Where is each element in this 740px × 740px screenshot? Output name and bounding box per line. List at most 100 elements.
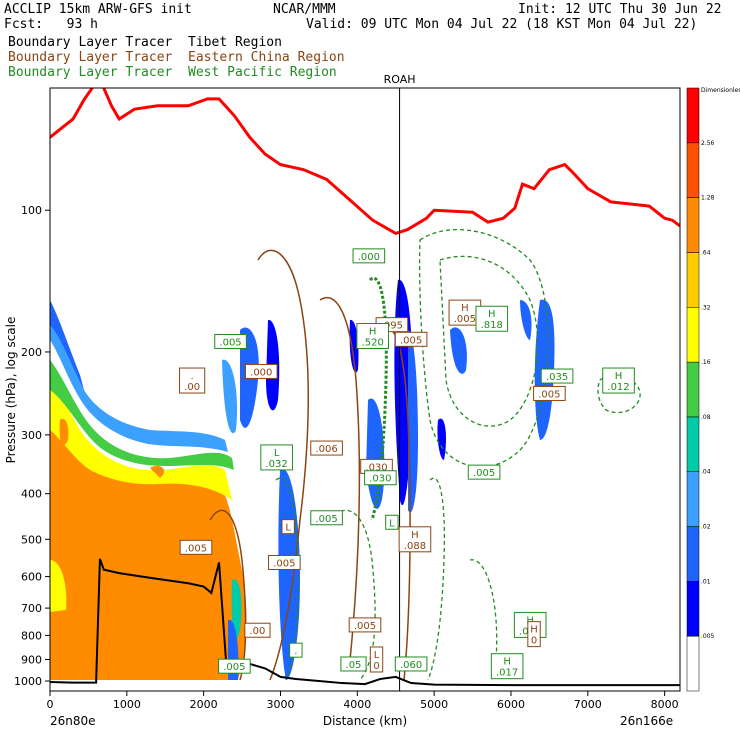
y-axis-label: Pressure (hPa), log scale — [4, 317, 18, 464]
tracer-fill-blue — [50, 300, 84, 390]
contour-brown-1 — [257, 249, 310, 681]
colorbar-label: .04 — [701, 469, 711, 476]
contour-value-label: H.012 — [602, 367, 635, 394]
contour-value-label: H.520 — [356, 323, 389, 350]
tracer-fill-central-10 — [222, 359, 238, 434]
label-box — [268, 554, 301, 570]
contour-value-label: H.818 — [475, 305, 509, 332]
label-text: .005 — [473, 468, 495, 479]
colorbar-swatch — [686, 526, 700, 582]
label-text: .005 — [354, 621, 376, 632]
contour-value-label: .000 — [244, 363, 278, 379]
y-tick-label: 1000 — [14, 675, 42, 688]
legend-tibet: Boundary Layer Tracer Tibet Region — [8, 35, 282, 50]
tracer-fill-central-7 — [408, 330, 418, 513]
y-tick-label: 100 — [21, 204, 42, 217]
label-text: .005 — [400, 335, 422, 346]
label-box — [352, 248, 386, 264]
label-text: 0 — [531, 636, 537, 647]
label-box — [348, 617, 382, 633]
contour-value-label: .000 — [352, 248, 386, 264]
contour-value-label: .005 — [310, 510, 343, 526]
contour-value-label: H.017 — [490, 653, 524, 680]
contour-value-label: .005 — [348, 617, 382, 633]
contour-value-label: ..00 — [179, 367, 206, 394]
label-box — [179, 367, 206, 394]
x-tick-label: 3000 — [266, 698, 294, 711]
label-text: .030 — [365, 462, 387, 473]
colorbar-title: Dimensionless — [701, 87, 740, 94]
x-tick-label: 0 — [47, 698, 54, 711]
colorbar-label: 2.56 — [701, 140, 715, 147]
contour-value-label: L — [281, 519, 295, 535]
label-box — [244, 363, 278, 379]
x-tick-label: 2000 — [190, 698, 218, 711]
tracer-fill-cyan — [50, 310, 228, 452]
y-tick-label: 700 — [21, 602, 42, 615]
y-tick-label: 900 — [21, 653, 42, 666]
contour-brown-3 — [379, 326, 411, 681]
tracer-fill-yellow-left — [50, 560, 67, 612]
contour-brown-4 — [209, 509, 247, 681]
tracer-fill-layer — [50, 279, 555, 680]
label-text: .000 — [250, 367, 272, 378]
label-box — [394, 331, 428, 347]
tracer-fill-central-8 — [231, 579, 242, 640]
y-tick-label: 300 — [21, 429, 42, 442]
label-box — [398, 526, 432, 553]
label-text: H — [461, 303, 469, 314]
colorbar-swatch — [686, 471, 700, 527]
vertical-marker-label: ROAH — [384, 73, 416, 86]
colorbar-label: .02 — [701, 524, 711, 531]
x-axis-label: Distance (km) — [323, 714, 407, 728]
y-tick-label: 500 — [21, 533, 42, 546]
label-text: .030 — [369, 474, 391, 485]
label-text: .032 — [266, 459, 288, 470]
label-text: . — [294, 646, 297, 657]
label-box — [310, 510, 343, 526]
label-box — [527, 621, 541, 648]
header-right-line2: Valid: 09 UTC Mon 04 Jul 22 (18 KST Mon … — [306, 17, 698, 32]
label-text: L — [389, 518, 395, 529]
y-tick-label: 400 — [21, 488, 42, 501]
label-text: .005 — [185, 543, 207, 554]
contour-value-label: .060 — [394, 656, 428, 672]
label-text: .060 — [400, 660, 422, 671]
label-text: .520 — [362, 338, 384, 349]
x-tick-label: 7000 — [574, 698, 602, 711]
legend-eastern-china: Boundary Layer Tracer Eastern China Regi… — [8, 50, 345, 65]
contour-value-label: H0 — [527, 621, 541, 648]
label-text: .095 — [381, 321, 403, 332]
label-text: .005 — [538, 389, 560, 400]
label-text: H — [615, 371, 623, 382]
contour-value-label: L — [385, 514, 399, 530]
label-box — [179, 539, 213, 555]
plot-frame — [49, 87, 681, 692]
label-text: .00 — [184, 382, 200, 393]
label-box — [467, 464, 501, 480]
x-tick-label: 1000 — [113, 698, 141, 711]
colorbar-label: .16 — [701, 359, 711, 366]
colorbar-label: 1.28 — [701, 195, 715, 202]
label-box — [218, 658, 251, 674]
contour-value-label: .005 — [268, 554, 301, 570]
colorbar-swatch — [686, 416, 700, 472]
label-text: .088 — [404, 541, 426, 552]
label-box — [602, 367, 635, 394]
header-left-line2: Fcst: 93 h — [4, 17, 98, 32]
y-tick-label: 200 — [21, 346, 42, 359]
label-text: .017 — [496, 668, 518, 679]
label-box — [394, 656, 428, 672]
label-box — [340, 656, 367, 672]
label-text: .000 — [358, 252, 380, 263]
colorbar-swatch — [686, 361, 700, 418]
label-text: H — [369, 327, 377, 338]
tracer-fill-yellow — [50, 380, 232, 500]
contour-value-label: .030 — [364, 470, 397, 486]
label-text: .005 — [223, 662, 245, 673]
label-text: L — [285, 523, 291, 534]
label-text: H — [411, 530, 419, 541]
tracer-fill-right-1 — [450, 327, 467, 374]
